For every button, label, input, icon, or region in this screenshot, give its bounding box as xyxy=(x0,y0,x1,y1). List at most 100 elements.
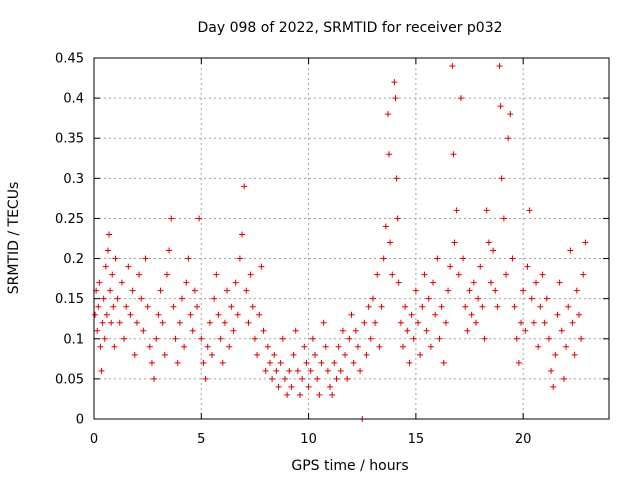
data-point xyxy=(224,287,231,294)
data-point xyxy=(221,319,228,326)
data-point xyxy=(578,335,585,342)
data-point xyxy=(100,295,107,302)
data-point xyxy=(367,335,374,342)
data-point xyxy=(161,351,168,358)
data-point xyxy=(468,311,475,318)
data-point xyxy=(209,351,216,358)
data-point xyxy=(236,255,243,262)
data-point xyxy=(121,335,128,342)
data-point xyxy=(541,319,548,326)
data-point xyxy=(545,335,552,342)
data-point xyxy=(526,207,533,214)
data-point xyxy=(354,343,361,350)
data-point xyxy=(97,343,104,350)
data-point xyxy=(415,319,422,326)
data-point xyxy=(391,79,398,86)
data-point xyxy=(498,175,505,182)
data-point xyxy=(318,359,325,366)
x-tick-label: 20 xyxy=(515,432,532,447)
data-point xyxy=(103,311,110,318)
data-point xyxy=(258,263,265,270)
data-point xyxy=(234,311,241,318)
data-point xyxy=(202,375,209,382)
data-point xyxy=(430,279,437,286)
data-point xyxy=(320,319,327,326)
data-point xyxy=(569,319,576,326)
data-point xyxy=(217,335,224,342)
data-point xyxy=(582,239,589,246)
data-point xyxy=(101,335,108,342)
data-point xyxy=(560,375,567,382)
data-point xyxy=(481,335,488,342)
data-point xyxy=(556,279,563,286)
data-point xyxy=(305,383,312,390)
data-point xyxy=(438,303,445,310)
data-point xyxy=(509,255,516,262)
data-point xyxy=(327,383,334,390)
data-point xyxy=(239,231,246,238)
y-tick-label: 0.1 xyxy=(63,332,84,347)
data-point xyxy=(361,319,368,326)
data-point xyxy=(142,255,149,262)
data-point xyxy=(487,279,494,286)
data-point xyxy=(365,303,372,310)
data-point xyxy=(219,359,226,366)
data-point xyxy=(511,303,518,310)
data-point xyxy=(335,343,342,350)
data-point xyxy=(96,279,103,286)
data-point xyxy=(243,287,250,294)
data-point xyxy=(279,335,286,342)
data-point xyxy=(408,311,415,318)
data-point xyxy=(140,327,147,334)
data-point xyxy=(423,327,430,334)
data-point xyxy=(249,303,256,310)
data-point xyxy=(151,375,158,382)
y-tick-label: 0.4 xyxy=(63,92,84,107)
data-point xyxy=(294,367,301,374)
data-point xyxy=(363,351,370,358)
data-point xyxy=(98,367,105,374)
data-point xyxy=(455,271,462,278)
data-point xyxy=(264,343,271,350)
data-point xyxy=(382,223,389,230)
data-point xyxy=(232,279,239,286)
data-point xyxy=(269,375,276,382)
data-point xyxy=(425,295,432,302)
data-point xyxy=(432,311,439,318)
data-point xyxy=(277,359,284,366)
y-tick-label: 0.45 xyxy=(55,52,84,67)
data-point xyxy=(275,383,282,390)
data-point xyxy=(153,335,160,342)
data-point xyxy=(99,319,106,326)
data-point xyxy=(314,375,321,382)
data-point xyxy=(518,319,525,326)
data-point xyxy=(226,343,233,350)
data-point xyxy=(271,351,278,358)
data-point xyxy=(329,391,336,398)
data-point xyxy=(131,351,138,358)
data-point xyxy=(417,351,424,358)
data-point xyxy=(163,271,170,278)
data-point xyxy=(170,303,177,310)
data-point xyxy=(470,279,477,286)
data-point xyxy=(462,303,469,310)
data-point xyxy=(357,367,364,374)
data-point xyxy=(567,247,574,254)
data-point xyxy=(211,295,218,302)
data-point xyxy=(92,311,99,318)
data-point xyxy=(565,303,572,310)
data-point xyxy=(123,303,130,310)
data-point xyxy=(213,271,220,278)
data-point xyxy=(116,319,123,326)
x-tick-label: 0 xyxy=(90,432,98,447)
data-point xyxy=(393,175,400,182)
data-point xyxy=(372,319,379,326)
data-point xyxy=(144,303,151,310)
data-point xyxy=(125,263,132,270)
data-point xyxy=(155,311,162,318)
y-tick-label: 0.15 xyxy=(55,292,84,307)
data-point xyxy=(350,359,357,366)
data-point xyxy=(513,335,520,342)
data-point xyxy=(460,255,467,262)
